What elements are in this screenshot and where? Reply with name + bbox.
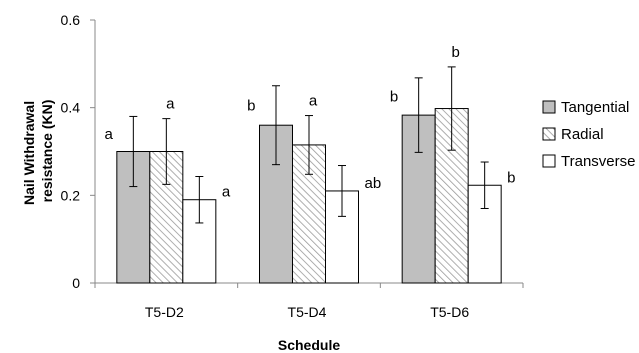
x-tick-label: T5-D6 <box>430 304 469 320</box>
bar-transverse <box>325 190 359 284</box>
significance-letter: a <box>104 126 113 143</box>
error-bars <box>129 66 489 224</box>
significance-letter: a <box>309 93 318 110</box>
y-ticks: 0 0.2 0.4 0.6 <box>61 12 95 291</box>
significance-letter: a <box>166 96 175 113</box>
significance-letter: ab <box>365 175 382 192</box>
x-tick-label: T5-D4 <box>288 304 327 320</box>
legend-swatch-transverse <box>542 154 556 168</box>
legend-label-tangential: Tangential <box>561 99 629 116</box>
legend-swatch-tangential <box>542 100 556 114</box>
y-tick-label: 0.6 <box>61 12 81 28</box>
y-tick-label: 0.4 <box>61 100 81 116</box>
x-axis-title: Schedule <box>278 337 340 353</box>
bar-tangential <box>401 114 436 284</box>
significance-letter: b <box>507 169 515 186</box>
y-axis-title-line-1: Nail Withdrawal <box>21 101 37 205</box>
legend-label-transverse: Transverse <box>561 153 635 170</box>
legend: Tangential Radial Transverse <box>542 99 635 170</box>
y-axis-title: Nail Withdrawal resistance (KN) <box>21 97 55 205</box>
y-axis-title-line-2: resistance (KN) <box>39 100 55 203</box>
significance-letter: b <box>451 44 459 61</box>
y-tick-label: 0 <box>72 275 80 291</box>
x-ticks: T5-D2 T5-D4 T5-D6 <box>94 283 524 320</box>
legend-swatch-radial <box>542 127 556 141</box>
y-tick-label: 0.2 <box>61 187 81 203</box>
legend-label-radial: Radial <box>561 126 604 143</box>
significance-letter: b <box>247 97 255 114</box>
significance-letter: a <box>222 184 231 201</box>
x-tick-label: T5-D2 <box>145 304 184 320</box>
significance-letter: b <box>390 88 398 105</box>
